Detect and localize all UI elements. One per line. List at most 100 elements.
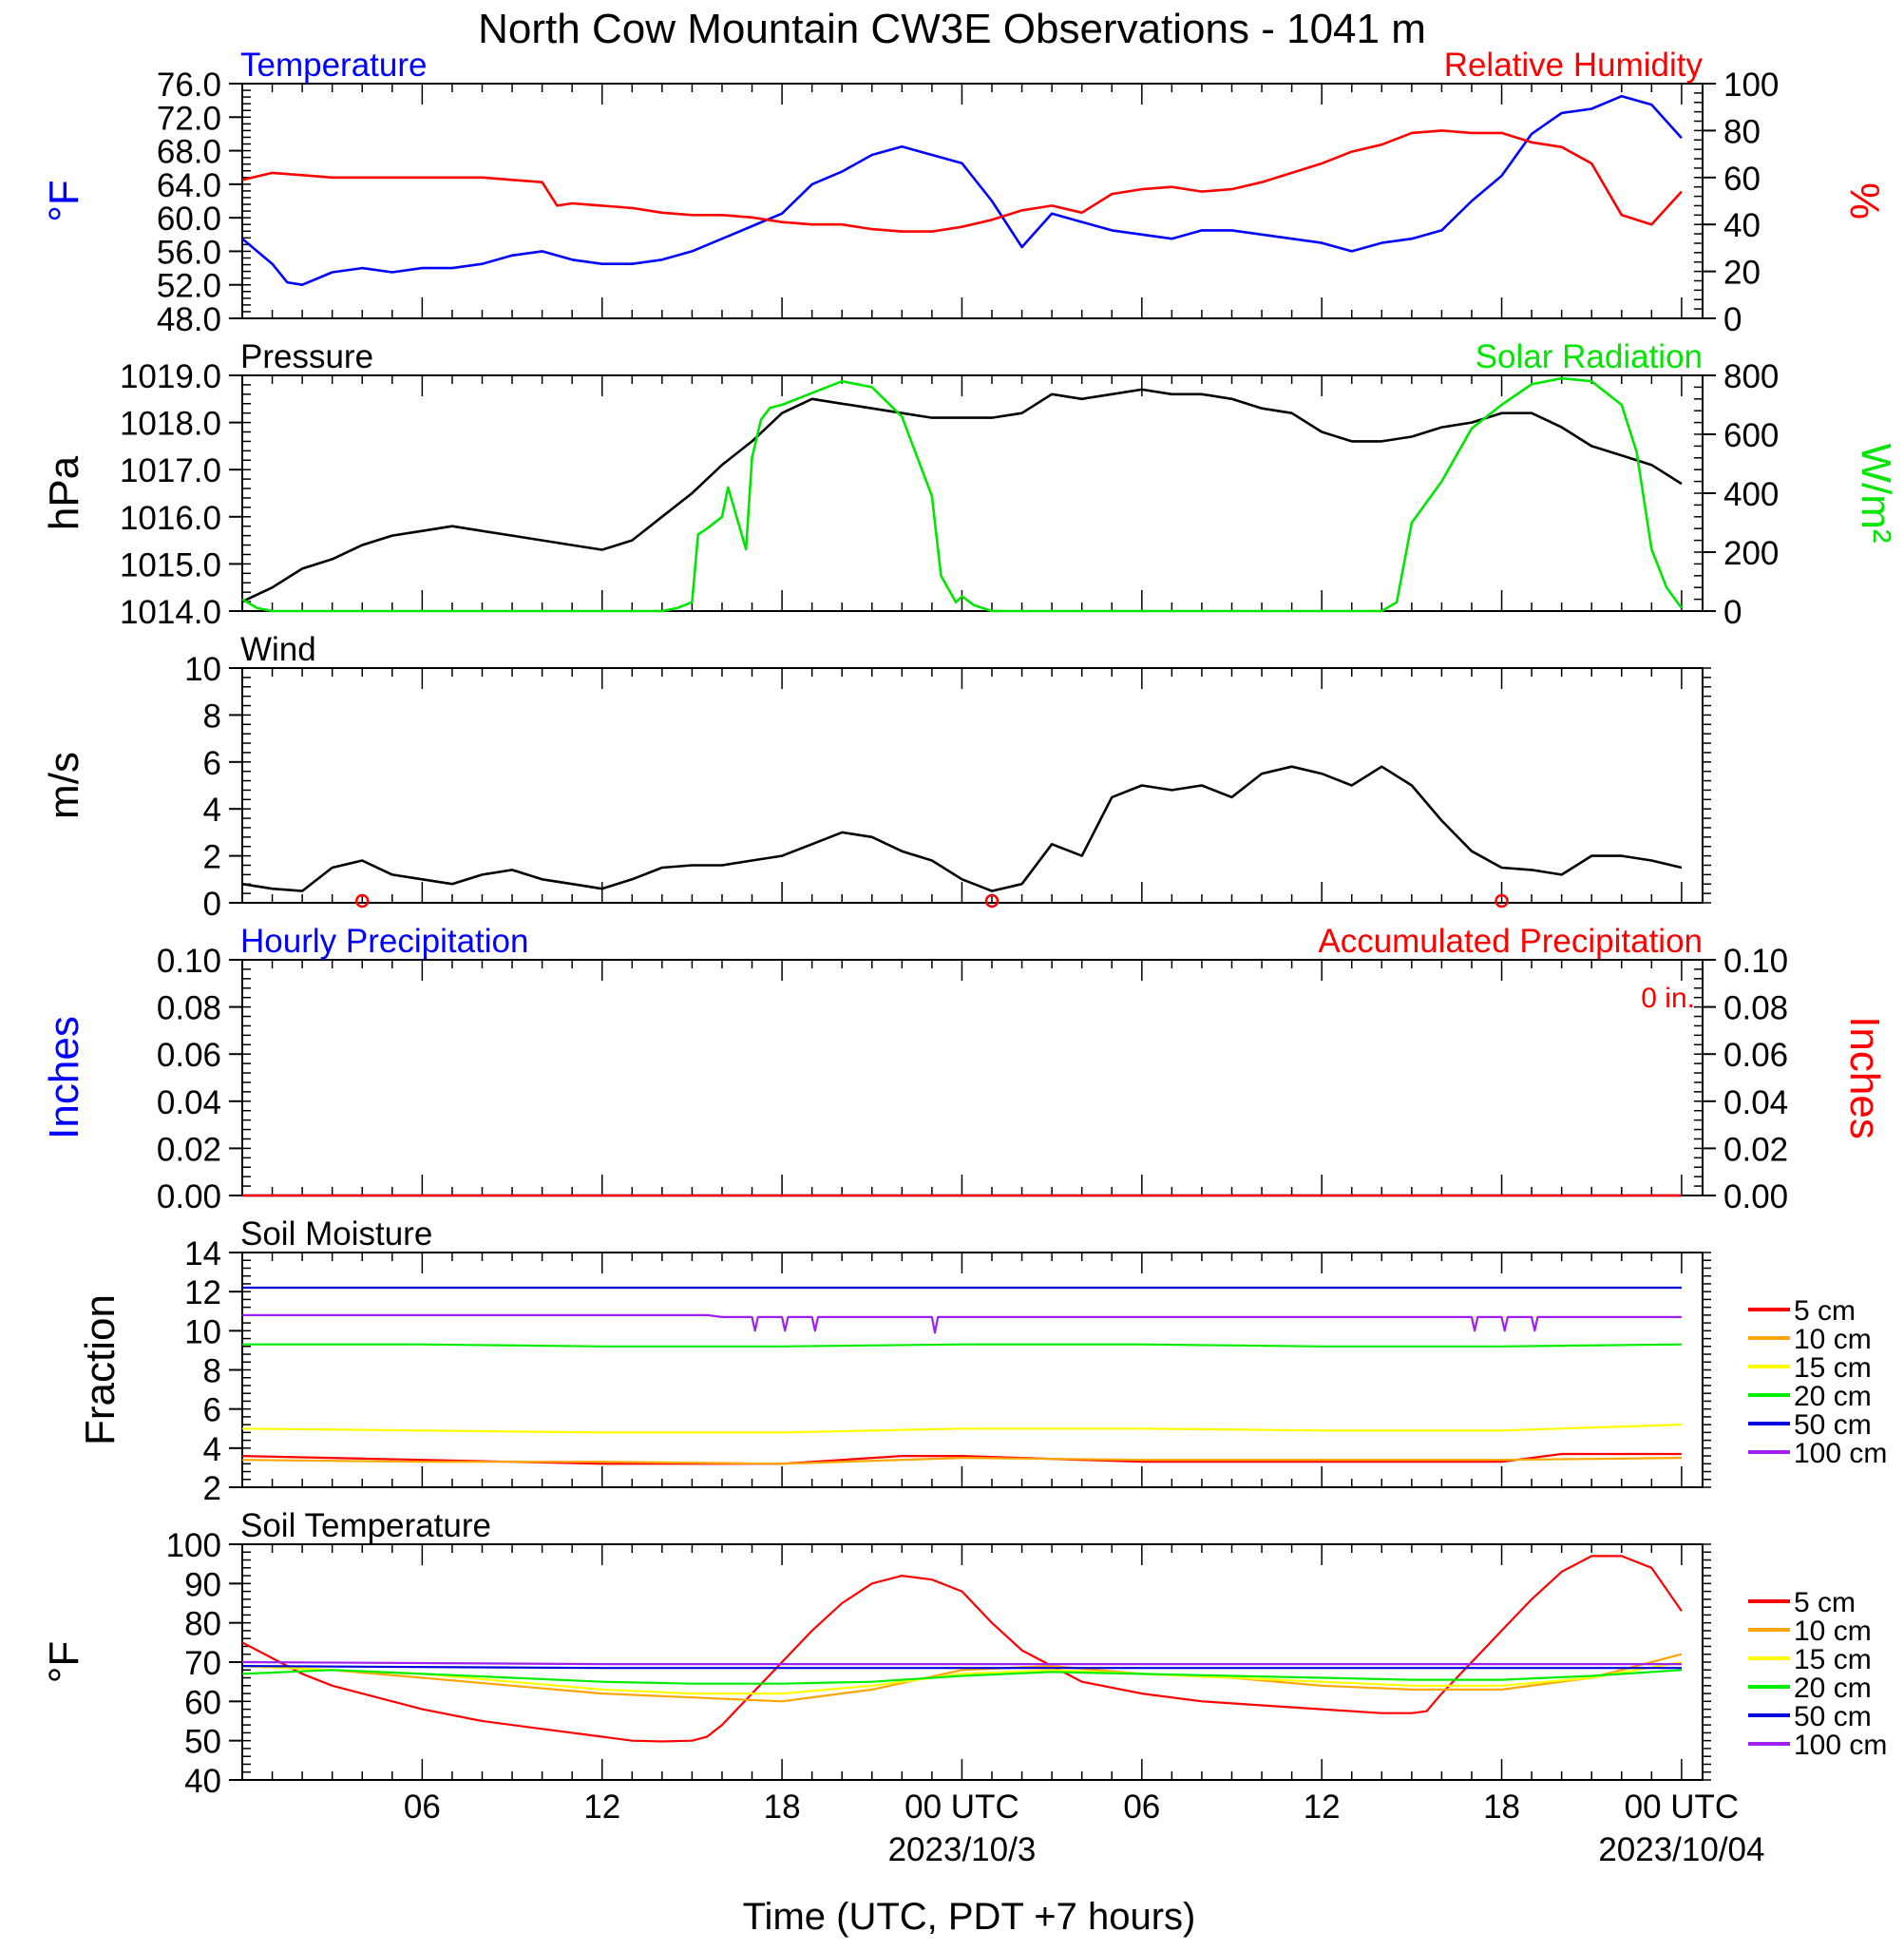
legend-label: 100 cm — [1794, 1438, 1887, 1469]
accumulation-annotation: 0 in. — [1641, 983, 1695, 1014]
legend-label: 10 cm — [1794, 1616, 1872, 1647]
series-line — [241, 1424, 1682, 1434]
panel-temperature-humidity: 48.052.056.060.064.068.072.076.0 0 20 40 60 8… — [41, 47, 1888, 338]
y2-tick-label: 400 — [1723, 476, 1779, 513]
y-tick-label: 100 — [166, 1527, 221, 1564]
series-line — [241, 765, 1683, 892]
y-tick-label: 2 — [203, 1470, 221, 1507]
x-tick-label: 18 — [1483, 1788, 1520, 1826]
panel-left-title: Soil Temperature — [240, 1507, 491, 1544]
y-tick-label: 0.04 — [157, 1084, 221, 1121]
y-tick-label: 90 — [184, 1566, 221, 1603]
y2-tick-label: 800 — [1723, 358, 1779, 395]
y-tick-label: 10 — [184, 651, 221, 688]
y-tick-label: 0.02 — [157, 1131, 221, 1168]
y-tick-label: 48.0 — [157, 301, 221, 338]
y2-tick-label: 20 — [1723, 255, 1761, 292]
y-tick-label: 80 — [184, 1606, 221, 1643]
plot-frame — [241, 83, 1704, 319]
panel-right-title: Accumulated Precipitation — [1318, 923, 1703, 960]
y-tick-label: 0.00 — [157, 1178, 221, 1215]
y2-tick-label: 600 — [1723, 417, 1779, 454]
y-tick-label: 40 — [184, 1763, 221, 1800]
y2-tick-label: 0 — [1723, 301, 1742, 338]
panel-pressure-solar: 1014.0 1015.0 1016.0 1017.0 1018.0 1019.0 0 200… — [41, 338, 1899, 631]
y2-axis-title: Inches — [1841, 1016, 1888, 1139]
series-line — [241, 1456, 1682, 1465]
y2-tick-label: 0 — [1723, 594, 1742, 631]
y2-tick-label: 40 — [1723, 207, 1761, 244]
y-tick-label: 50 — [184, 1724, 221, 1761]
plot-frame — [241, 374, 1704, 612]
y-tick-label: 0.10 — [157, 943, 221, 980]
series-line — [241, 376, 1683, 613]
panel-right-title: Relative Humidity — [1444, 47, 1704, 84]
y-tick-label: 2 — [203, 839, 221, 876]
series-line — [241, 1660, 1683, 1695]
y-tick-label: 0.06 — [157, 1037, 221, 1074]
legend-label: 10 cm — [1794, 1324, 1872, 1355]
y-axis-title: Fraction — [77, 1294, 124, 1445]
y-tick-label: 14 — [184, 1235, 221, 1272]
x-tick-date: 2023/10/3 — [888, 1831, 1037, 1868]
y2-axis-title: W/m² — [1853, 443, 1899, 543]
plot-frame — [241, 959, 1704, 1196]
chart-title: North Cow Mountain CW3E Observations - 1… — [478, 6, 1426, 52]
y2-tick-label: 0.06 — [1723, 1037, 1788, 1074]
panel-left-title: Soil Moisture — [240, 1215, 432, 1253]
y-tick-label: 52.0 — [157, 268, 221, 305]
y-axis-title: °F — [41, 1641, 87, 1683]
y2-tick-label: 0.02 — [1723, 1131, 1788, 1168]
y-tick-label: 1015.0 — [120, 546, 221, 583]
y2-tick-label: 0.04 — [1723, 1084, 1788, 1121]
panel-left-title: Hourly Precipitation — [240, 923, 528, 960]
y-axis-title: m/s — [41, 752, 87, 819]
series-line — [241, 1653, 1683, 1703]
legend-label: 5 cm — [1794, 1295, 1856, 1327]
y-axis-title: Inches — [41, 1016, 87, 1139]
calm-wind-marker — [1495, 893, 1509, 909]
y-tick-label: 4 — [203, 1431, 221, 1468]
series-line — [241, 1664, 1682, 1670]
y-tick-label: 1016.0 — [120, 500, 221, 537]
panel-left-title: Temperature — [240, 47, 427, 84]
y-tick-label: 56.0 — [157, 234, 221, 271]
y-tick-label: 60 — [184, 1684, 221, 1721]
y-tick-label: 8 — [203, 698, 221, 735]
y-tick-label: 70 — [184, 1645, 221, 1682]
y-tick-label: 8 — [203, 1353, 221, 1390]
calm-wind-marker — [984, 893, 1000, 909]
y2-axis-title: % — [1841, 182, 1888, 220]
plot-frame — [241, 1543, 1704, 1781]
series-line — [241, 388, 1683, 603]
calm-wind-marker — [354, 893, 370, 909]
y-tick-label: 4 — [203, 792, 221, 829]
x-tick-date: 2023/10/04 — [1598, 1831, 1764, 1868]
legend-label: 15 cm — [1794, 1352, 1872, 1384]
y-tick-label: 76.0 — [157, 67, 221, 104]
series-line — [241, 1660, 1682, 1666]
y2-tick-label: 80 — [1723, 113, 1761, 150]
y-tick-label: 0 — [203, 886, 221, 923]
series-line — [241, 1669, 1682, 1685]
y-axis-title: °F — [41, 180, 87, 221]
y-axis-title: hPa — [41, 455, 87, 530]
legend-label: 20 cm — [1794, 1673, 1872, 1704]
x-tick-label: 06 — [1123, 1788, 1160, 1826]
x-tick-label: 12 — [1304, 1788, 1341, 1826]
legend-label: 50 cm — [1794, 1701, 1872, 1732]
legend-label: 5 cm — [1794, 1587, 1856, 1618]
legend-label: 50 cm — [1794, 1409, 1872, 1441]
x-tick-label: 00 UTC — [1625, 1788, 1740, 1826]
panel-left-title: Wind — [240, 631, 316, 668]
y-tick-label: 10 — [184, 1313, 221, 1350]
y2-tick-label: 60 — [1723, 161, 1761, 198]
series-line — [241, 1555, 1683, 1743]
x-axis-title: Time (UTC, PDT +7 hours) — [743, 1896, 1196, 1938]
y-tick-label: 64.0 — [157, 167, 221, 204]
y-tick-label: 1017.0 — [120, 452, 221, 489]
legend-label: 15 cm — [1794, 1644, 1872, 1675]
